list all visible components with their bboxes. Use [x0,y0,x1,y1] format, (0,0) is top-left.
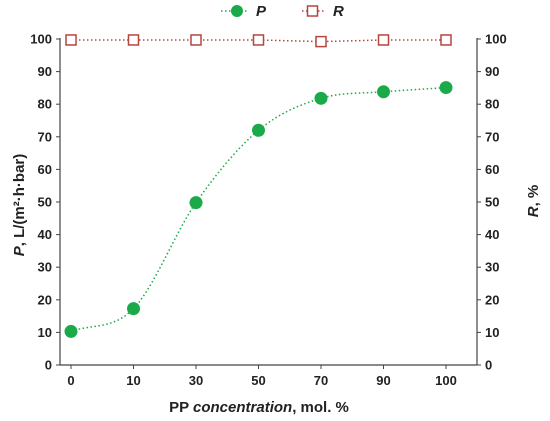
left-y-tick-label: 80 [38,97,52,112]
left-y-axis-title-symbol: P [11,245,28,256]
data-point-r [65,34,77,46]
right-y-tick-label: 90 [485,64,499,79]
left-y-axis-title-unit: , L/(m²·h·bar) [11,154,28,246]
data-point-p [127,302,140,316]
data-point-p [314,91,328,105]
x-tick-label: 90 [376,373,390,388]
x-tick-label: 50 [251,373,265,388]
x-tick-label: 0 [67,373,74,388]
right-y-tick-label: 10 [485,325,499,340]
right-y-tick-label: 100 [485,32,507,47]
data-points [64,34,453,338]
right-y-tick-label: 70 [485,129,499,144]
left-y-tick-labels: 0 10 20 30 40 50 60 70 80 90 100 [30,32,52,373]
legend: P R [221,3,344,20]
data-point-r [190,34,202,46]
x-axis-title: PP concentration, mol. % [169,399,349,416]
left-y-tick-label: 60 [38,162,52,177]
right-y-tick-label: 40 [485,227,499,242]
data-point-p [252,123,265,137]
left-y-tick-label: 10 [38,325,52,340]
data-point-p [189,196,203,210]
series-lines [70,39,447,333]
right-y-tick-label: 50 [485,195,499,210]
right-y-tick-labels: 0 10 20 30 40 50 60 70 80 90 100 [485,32,507,373]
x-tick-label: 30 [189,373,203,388]
x-axis-title-italic: concentration [193,399,292,416]
legend-p-label: P [256,3,267,20]
data-point-r [127,34,140,46]
data-point-r [377,34,390,46]
data-point-p [64,324,78,338]
right-y-tick-label: 30 [485,260,499,275]
left-y-tick-label: 100 [30,32,52,47]
x-tick-label: 70 [314,373,328,388]
legend-r-label: R [333,3,344,20]
left-y-tick-label: 20 [38,292,52,307]
left-y-tick-label: 50 [38,195,52,210]
left-y-tick-label: 70 [38,129,52,144]
x-tick-label: 100 [435,373,457,388]
left-y-tick-label: 40 [38,227,52,242]
data-point-r [440,34,452,46]
right-y-tick-label: 20 [485,292,499,307]
x-axis-title-suffix: , mol. % [292,399,349,416]
left-y-tick-label: 90 [38,64,52,79]
chart-axes [56,38,481,369]
data-point-r [252,34,265,46]
right-y-axis-title-unit: , % [525,185,542,207]
x-axis-title-prefix: PP [169,399,193,416]
right-y-tick-label: 80 [485,97,499,112]
right-y-tick-label: 0 [485,358,492,373]
data-point-p [439,81,453,95]
left-y-axis-title: P, L/(m²·h·bar) [11,154,28,257]
legend-r-marker [306,5,319,17]
right-y-axis-title-symbol: R [525,206,542,217]
left-y-tick-label: 30 [38,260,52,275]
right-y-axis-title: R, % [525,185,542,218]
right-y-tick-label: 60 [485,162,499,177]
x-tick-label: 10 [126,373,140,388]
left-y-tick-label: 0 [45,358,52,373]
x-tick-labels: 0 10 30 50 70 90 100 [67,373,456,388]
data-point-r [315,35,327,48]
data-point-p [377,85,390,99]
legend-p-marker [231,5,243,17]
